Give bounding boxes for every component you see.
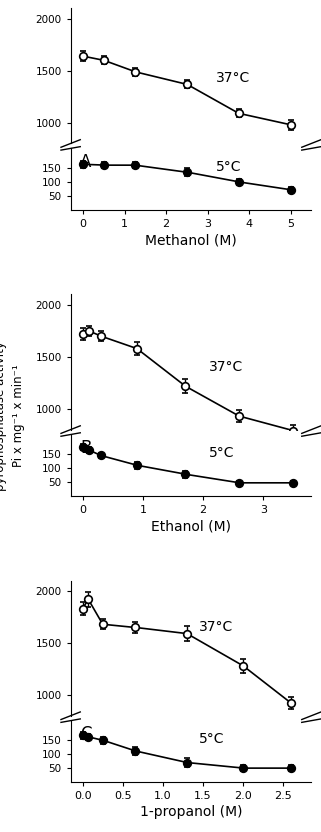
Text: B: B [80,438,91,457]
Text: 37°C: 37°C [216,71,250,85]
Text: 37°C: 37°C [209,360,243,374]
Text: pyrophosphatase activity
Pi x mg⁻¹ x min⁻¹: pyrophosphatase activity Pi x mg⁻¹ x min… [0,341,25,491]
Text: 5°C: 5°C [199,732,224,745]
Text: 37°C: 37°C [199,621,233,634]
X-axis label: Methanol (M): Methanol (M) [145,233,237,247]
Text: A: A [80,152,91,171]
Text: 5°C: 5°C [216,160,241,174]
X-axis label: Ethanol (M): Ethanol (M) [151,519,231,533]
Text: C: C [80,725,92,743]
X-axis label: 1-propanol (M): 1-propanol (M) [140,805,242,820]
Text: 5°C: 5°C [209,446,235,459]
